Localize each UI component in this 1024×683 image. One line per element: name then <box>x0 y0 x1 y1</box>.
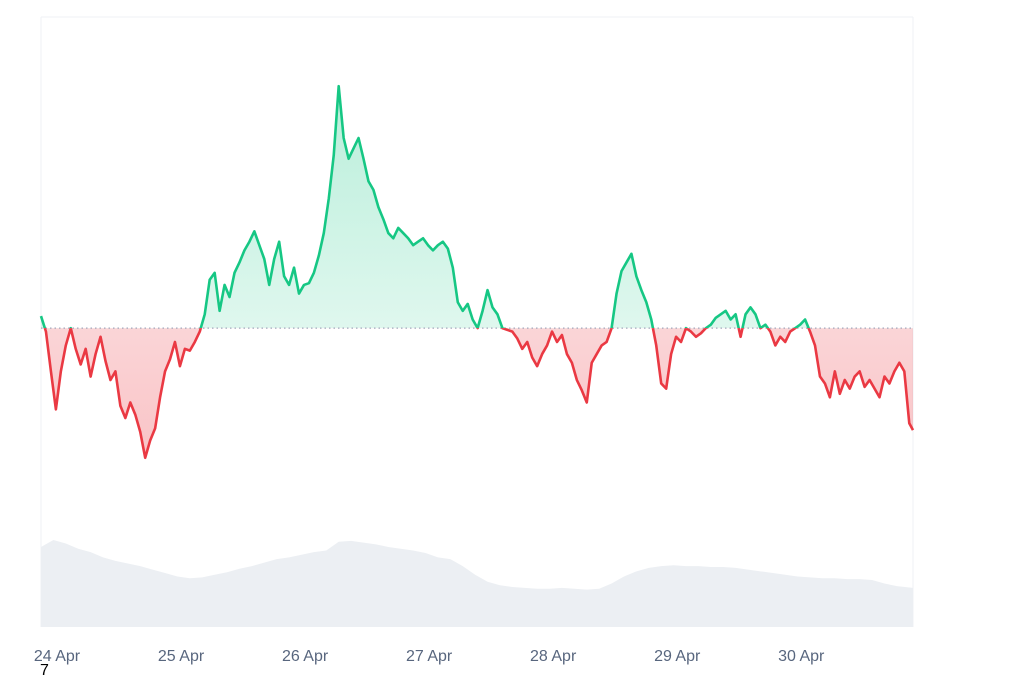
x-tick-label: 26 Apr <box>282 648 329 665</box>
grid-lines <box>40 16 914 627</box>
x-tick-label: 30 Apr <box>778 648 825 665</box>
volume-shape <box>41 540 913 627</box>
x-tick-label: 29 Apr <box>654 648 701 665</box>
x-tick-label: 24 Apr <box>34 648 81 665</box>
x-tick-label: 27 Apr <box>406 648 453 665</box>
price-line <box>39 84 915 460</box>
line-up <box>39 84 811 329</box>
line-down <box>43 328 915 460</box>
volume-area <box>41 540 913 627</box>
area-below-baseline <box>41 328 913 458</box>
price-fill <box>41 86 913 458</box>
x-tick-label: 28 Apr <box>530 648 577 665</box>
x-axis-labels: 24 Apr 25 Apr 26 Apr 27 Apr 28 Apr 29 Apr 30 A… <box>34 648 825 665</box>
area-above-baseline <box>41 86 809 329</box>
corner-label: 7 <box>40 662 49 679</box>
x-tick-label: 25 Apr <box>158 648 205 665</box>
